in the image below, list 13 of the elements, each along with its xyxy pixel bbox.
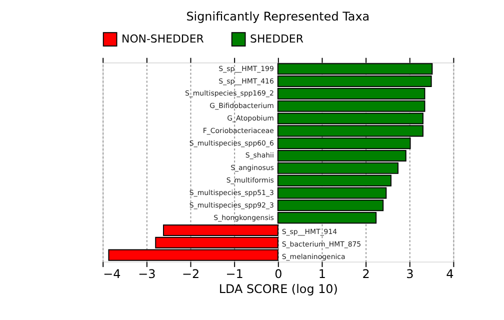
x-tick-label: −1 bbox=[226, 267, 244, 281]
x-tick-label: 4 bbox=[446, 267, 454, 281]
x-tick-label: 2 bbox=[362, 267, 370, 281]
x-tick-label: 3 bbox=[406, 267, 414, 281]
x-tick-label: 1 bbox=[318, 267, 326, 281]
x-tick-label: −2 bbox=[182, 267, 200, 281]
x-axis-title: LDA SCORE (log 10) bbox=[218, 282, 338, 296]
legend-label: SHEDDER bbox=[250, 32, 304, 46]
x-tick-label: −3 bbox=[138, 267, 156, 281]
legend-label: NON-SHEDDER bbox=[122, 32, 204, 46]
x-tick-label: 0 bbox=[274, 267, 282, 281]
x-tick-label: −4 bbox=[103, 267, 121, 281]
chart-title: Significantly Represented Taxa bbox=[186, 10, 370, 24]
